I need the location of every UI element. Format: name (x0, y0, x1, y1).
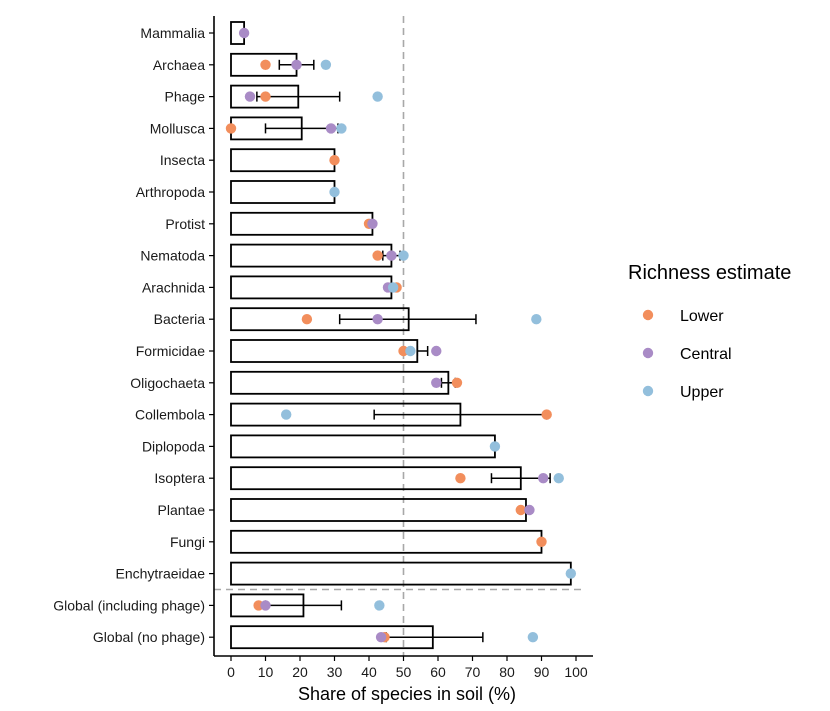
legend-label-lower: Lower (680, 308, 724, 325)
point-central (431, 345, 442, 357)
point-upper (565, 568, 577, 579)
point-upper (320, 59, 332, 70)
point-lower (451, 377, 463, 388)
bar (230, 529, 543, 554)
y-tick-label: Mammalia (140, 25, 205, 41)
point-upper (336, 123, 347, 134)
point-lower (301, 314, 313, 325)
x-tick-label: 20 (292, 664, 308, 680)
y-tick-label: Formicidae (136, 343, 205, 359)
point-lower (515, 504, 526, 516)
point-upper (405, 345, 416, 357)
bar (230, 148, 336, 173)
point-lower (225, 123, 237, 134)
y-tick-label: Diplopoda (142, 438, 205, 454)
point-upper (374, 600, 385, 611)
x-tick-label: 0 (227, 664, 235, 680)
point-central (372, 314, 383, 325)
bar (230, 339, 419, 363)
bar (230, 370, 450, 395)
point-central (238, 27, 250, 39)
bar (230, 275, 393, 300)
bar (230, 498, 527, 522)
point-upper (281, 409, 292, 420)
point-lower (260, 91, 271, 102)
y-tick-label: Insecta (160, 152, 205, 168)
point-upper (527, 632, 539, 643)
y-tick-label: Phage (165, 89, 206, 105)
point-central (325, 123, 337, 134)
point-lower (372, 250, 383, 261)
legend-key-upper (642, 385, 654, 397)
axes: Mammalia Archaea Phage Mollusca Insecta Arthr… (53, 16, 593, 680)
y-tick-label: Global (including phage) (53, 597, 205, 613)
y-tick-label: Collembola (135, 407, 205, 423)
point-central (431, 377, 442, 388)
legend-key-central (642, 347, 654, 359)
point-central (524, 504, 535, 516)
x-tick-label: 60 (430, 664, 446, 680)
x-tick-label: 30 (327, 664, 343, 680)
point-lower (455, 473, 466, 484)
y-tick-label: Isoptera (154, 470, 205, 486)
point-lower (329, 155, 340, 166)
point-central (367, 218, 378, 229)
point-central (538, 473, 549, 484)
y-tick-label: Oligochaeta (130, 375, 205, 391)
y-tick-label: Bacteria (154, 311, 206, 327)
bar (230, 561, 572, 586)
x-tick-label: 50 (396, 664, 412, 680)
x-tick-label: 80 (499, 664, 515, 680)
point-upper (531, 314, 542, 325)
bar (230, 243, 393, 268)
point-central (260, 600, 271, 611)
point-upper (372, 91, 383, 102)
point-upper (329, 186, 340, 198)
point-upper (387, 282, 399, 293)
legend-key-lower (642, 309, 654, 321)
y-tick-label: Plantae (158, 502, 206, 518)
y-tick-label: Arthropoda (136, 184, 205, 200)
point-lower (536, 536, 547, 547)
point-central (386, 250, 397, 261)
y-tick-label: Archaea (153, 57, 205, 73)
x-tick-label: 70 (465, 664, 481, 680)
point-lower (260, 59, 271, 70)
legend-label-upper: Upper (680, 384, 724, 401)
points (225, 27, 577, 643)
y-tick-label: Global (no phage) (93, 629, 205, 645)
point-upper (398, 250, 409, 261)
bar (230, 434, 496, 459)
legend: Richness estimate Lower Central Upper (628, 262, 791, 401)
bar (230, 180, 336, 204)
y-tick-label: Nematoda (140, 248, 205, 264)
x-tick-label: 10 (258, 664, 274, 680)
point-central (375, 632, 387, 643)
y-tick-label: Mollusca (150, 120, 205, 136)
point-central (291, 59, 302, 70)
point-upper (489, 441, 501, 452)
point-central (244, 91, 256, 102)
point-lower (541, 409, 552, 420)
x-tick-label: 90 (534, 664, 550, 680)
legend-title: Richness estimate (628, 262, 791, 284)
point-upper (553, 473, 564, 484)
x-tick-label: 100 (564, 664, 588, 680)
bar (230, 466, 522, 491)
bars (230, 21, 572, 650)
y-tick-label: Fungi (170, 534, 205, 550)
y-tick-label: Enchytraeidae (115, 566, 205, 582)
reference-lines (214, 16, 586, 656)
x-axis-title: Share of species in soil (%) (298, 684, 516, 704)
legend-label-central: Central (680, 346, 732, 363)
y-tick-label: Protist (165, 216, 205, 232)
x-tick-label: 40 (361, 664, 377, 680)
y-tick-label: Arachnida (142, 279, 205, 295)
bar (230, 211, 374, 236)
